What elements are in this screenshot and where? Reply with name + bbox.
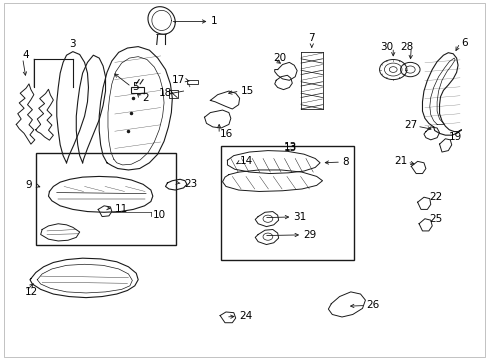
Text: 4: 4 [22,50,29,60]
Text: 22: 22 [428,192,441,202]
Text: 29: 29 [303,230,316,240]
Text: 1: 1 [210,17,217,27]
Text: 13: 13 [283,143,296,153]
Text: 28: 28 [400,42,413,52]
Text: 8: 8 [341,157,348,167]
Text: 9: 9 [25,180,32,190]
Text: 15: 15 [240,86,253,96]
Bar [36,153,176,245]
Bar [131,87,144,93]
Text: 10: 10 [153,210,165,220]
Text: 19: 19 [448,132,462,142]
Text: 5: 5 [132,82,139,93]
Text: 21: 21 [393,156,407,166]
Text: 27: 27 [403,121,416,130]
Text: 24: 24 [239,311,252,321]
Text: 31: 31 [293,212,306,222]
Text: 26: 26 [366,300,379,310]
Text: 20: 20 [272,53,285,63]
Text: 14: 14 [239,156,252,166]
Text: 11: 11 [115,204,128,214]
Bar [168,90,177,98]
Text: 2: 2 [142,93,148,103]
Text: 7: 7 [308,33,314,43]
Text: 25: 25 [428,214,441,224]
Text: 13: 13 [283,142,296,152]
Bar [221,145,353,260]
Text: 23: 23 [183,179,197,189]
Text: 6: 6 [460,38,467,48]
Text: 17: 17 [171,75,184,85]
Text: 3: 3 [69,40,76,49]
Text: 12: 12 [25,287,38,297]
Text: 18: 18 [159,88,172,98]
Bar [186,80,197,84]
Text: 30: 30 [379,42,392,52]
Text: 16: 16 [220,129,233,139]
